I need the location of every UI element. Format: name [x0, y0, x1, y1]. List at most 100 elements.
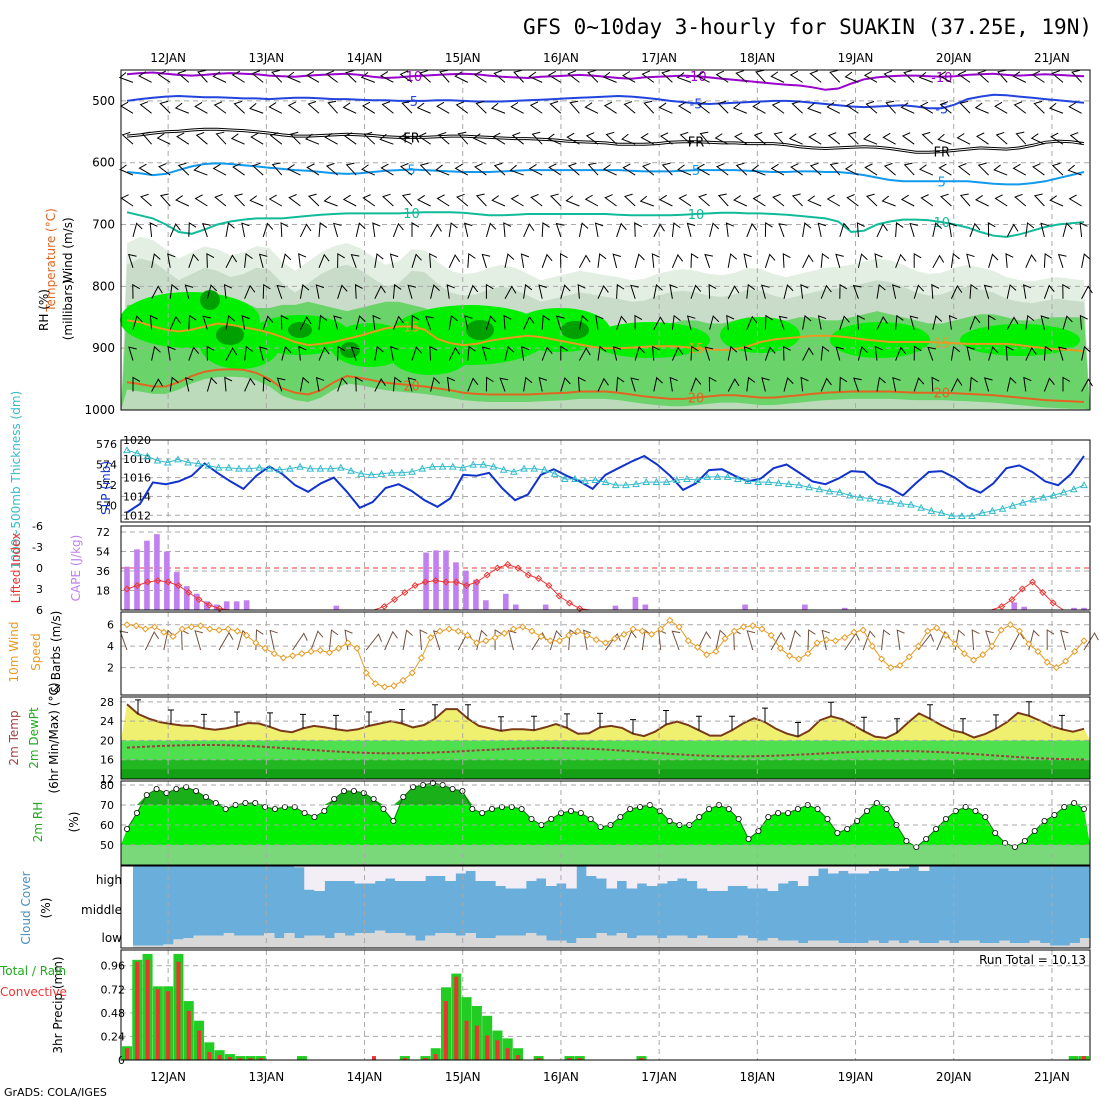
wind-barb [315, 376, 325, 392]
precip-conv-bar [155, 989, 160, 1060]
wind-barb [1062, 222, 1073, 238]
wind-barb [820, 252, 830, 268]
bottom-date-label: 18JAN [739, 1070, 775, 1084]
cloud-axis-label: Cloud Cover [19, 871, 33, 944]
precip-conv-bar [258, 1058, 263, 1060]
wind-barb [988, 314, 996, 330]
wind-barb [597, 252, 607, 268]
wind-barb [857, 314, 866, 330]
wind-barb [307, 193, 320, 207]
high-cloud-gap [374, 866, 386, 881]
wind-barb [180, 629, 189, 651]
wind-speed-marker [537, 632, 545, 641]
wind-barb [473, 70, 487, 83]
thickness-marker [764, 478, 773, 486]
rh-marker [124, 826, 131, 833]
wind-barb [425, 315, 434, 330]
high-cloud-gap [566, 866, 577, 889]
wind-barb [716, 163, 729, 176]
wind-barb [788, 133, 803, 145]
wind-barb [354, 283, 363, 299]
low-cloud-gap [908, 940, 920, 948]
thickness-marker [815, 485, 824, 493]
rh-marker [202, 794, 209, 801]
wind-barb [541, 222, 550, 237]
wind-barb [1062, 376, 1071, 392]
wind-barb [417, 195, 431, 207]
low-cloud-gap [304, 935, 315, 948]
temp-tick-label: 28 [100, 696, 114, 709]
wind-barb [709, 222, 720, 238]
wind-barb [305, 70, 320, 83]
wind-barb [809, 162, 822, 176]
thickness-marker [927, 506, 936, 514]
wind-speed-marker [261, 644, 269, 652]
wind-barb [411, 253, 422, 268]
thickness-marker [326, 464, 335, 472]
low-cloud-gap [364, 933, 376, 948]
rh-marker [380, 806, 387, 813]
temp-minmax-bar [828, 701, 834, 717]
wind-barb [374, 377, 386, 392]
wind-barb [262, 222, 274, 238]
thickness-marker [459, 463, 467, 471]
upper-air-panel: 500 600 700 800 900 1000 -10 -10 -10 -5 -5 -5 FR FR FR… [84, 69, 1093, 417]
wind-barb [653, 284, 663, 299]
wind-barb [407, 377, 417, 392]
wind-barb [307, 101, 320, 114]
high-cloud-gap [465, 866, 477, 871]
wind-barb [151, 253, 161, 268]
precip-conv-bar [454, 976, 459, 1060]
li-marker [535, 574, 543, 583]
cape-bar [632, 597, 639, 610]
rh-marker [834, 830, 841, 837]
wind-barb [789, 70, 803, 83]
precip-total-bar [574, 1056, 585, 1060]
wind-barb [661, 70, 673, 83]
wind-barb [950, 377, 963, 392]
wind-barb [1051, 162, 1064, 176]
wind-barb [485, 376, 494, 392]
wind-speed-marker [896, 661, 904, 669]
isotherm-label: -5 [935, 102, 948, 117]
wind-barb [202, 315, 211, 330]
wind-speed-marker [371, 680, 379, 688]
wind-barb [826, 194, 841, 207]
li-marker [1018, 585, 1026, 593]
precip-total-bar [296, 1056, 307, 1060]
wind-barb [641, 70, 655, 83]
precip-conv-bar [248, 1058, 253, 1060]
wind-speed-marker [1062, 657, 1070, 665]
wind-barb [1058, 346, 1067, 361]
low-cloud-gap [948, 943, 960, 948]
wind-barb [212, 163, 227, 176]
pressure-tick-label: 700 [92, 218, 115, 232]
rh-marker [844, 826, 851, 833]
wind-barb [555, 315, 565, 330]
thickness-marker [448, 462, 457, 470]
wind-barb [885, 100, 896, 114]
wind-speed-marker [1043, 658, 1051, 666]
li-marker [565, 599, 574, 607]
li-marker [473, 578, 481, 586]
high-cloud-gap [676, 866, 688, 879]
panel-frame [120, 439, 1091, 523]
li-marker [154, 577, 162, 585]
wind-barb [549, 629, 563, 651]
rh-marker [222, 806, 229, 813]
isotherm-15 [126, 319, 1085, 353]
wind-barb [584, 194, 599, 207]
low-cloud-gap [697, 935, 708, 948]
thickness-line [126, 449, 1085, 517]
wind-barb [966, 346, 975, 361]
precip-conv-bar [485, 1035, 490, 1060]
wind-speed-marker [647, 630, 656, 638]
top-date-label: 16JAN [543, 51, 579, 65]
precip-conv-bar [495, 1040, 500, 1060]
wind-barb [671, 222, 681, 237]
low-cloud-gap [324, 938, 335, 948]
wind-barb [800, 284, 809, 299]
rh-marker [449, 786, 456, 793]
wind-barb [677, 164, 692, 176]
rh-marker [863, 808, 870, 815]
